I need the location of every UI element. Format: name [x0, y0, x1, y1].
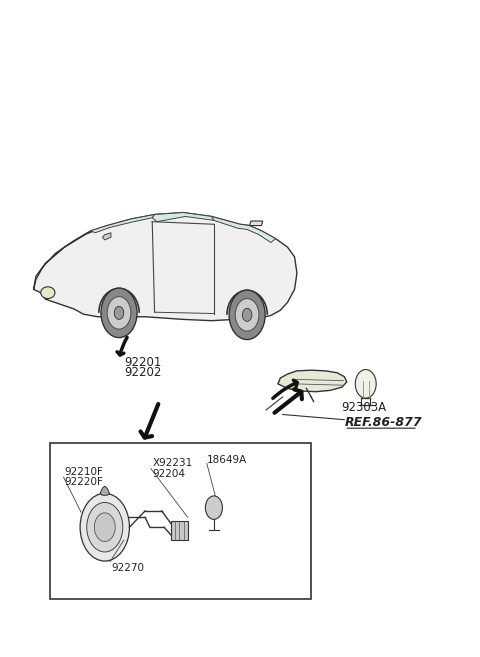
Polygon shape	[100, 486, 109, 495]
Text: 92270: 92270	[111, 562, 144, 573]
Polygon shape	[152, 213, 214, 221]
Circle shape	[355, 369, 376, 398]
Circle shape	[107, 296, 131, 329]
Text: 18649A: 18649A	[207, 455, 247, 465]
Circle shape	[205, 496, 222, 520]
Polygon shape	[91, 214, 155, 233]
Circle shape	[114, 306, 124, 319]
Polygon shape	[250, 221, 263, 225]
Text: REF.86-877: REF.86-877	[344, 417, 422, 430]
Ellipse shape	[41, 287, 55, 298]
Bar	[171, 521, 188, 540]
Polygon shape	[212, 216, 276, 242]
Circle shape	[242, 308, 252, 321]
Text: 92210F: 92210F	[64, 467, 103, 477]
Polygon shape	[102, 233, 111, 240]
Polygon shape	[278, 370, 347, 392]
Text: X92231: X92231	[152, 459, 192, 468]
Circle shape	[87, 503, 123, 552]
Text: 92303A: 92303A	[342, 401, 387, 415]
Circle shape	[80, 493, 130, 561]
Polygon shape	[34, 225, 107, 290]
Circle shape	[235, 298, 259, 331]
Text: 92220F: 92220F	[64, 477, 103, 487]
Text: 92201: 92201	[124, 356, 161, 369]
Polygon shape	[34, 213, 297, 321]
Text: 92204: 92204	[152, 469, 185, 479]
Circle shape	[229, 290, 265, 340]
Circle shape	[101, 288, 137, 338]
Circle shape	[95, 513, 115, 541]
Text: 92202: 92202	[124, 367, 161, 379]
